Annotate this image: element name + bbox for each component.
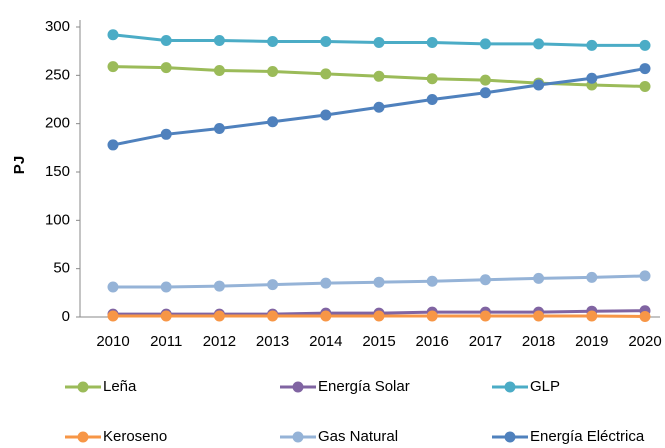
x-tick-label: 2012 <box>203 333 236 350</box>
data-point <box>373 70 385 82</box>
data-point <box>160 62 172 74</box>
data-point <box>213 65 225 76</box>
data-point <box>639 80 651 92</box>
data-point <box>267 65 279 77</box>
legend-marker <box>292 431 304 443</box>
data-point <box>160 310 172 322</box>
data-point <box>426 310 438 322</box>
data-point <box>479 87 491 99</box>
data-point <box>320 277 332 289</box>
data-point <box>639 63 651 75</box>
data-point <box>267 310 279 322</box>
data-point <box>160 128 172 140</box>
data-point <box>107 139 119 151</box>
data-point <box>373 36 385 48</box>
data-point <box>107 310 119 322</box>
data-point <box>639 39 651 51</box>
y-axis-title: PJ <box>11 156 28 174</box>
data-point <box>373 276 385 288</box>
data-point <box>267 116 279 128</box>
data-point <box>586 310 598 322</box>
y-tick-label: 50 <box>53 260 70 277</box>
data-point <box>479 74 491 86</box>
data-point <box>320 310 332 322</box>
data-point <box>426 275 438 287</box>
data-point <box>107 61 119 73</box>
x-tick-label: 2015 <box>362 333 395 350</box>
y-tick-label: 250 <box>45 66 70 83</box>
legend-marker <box>77 381 89 393</box>
data-point <box>639 270 651 282</box>
y-tick-label: 100 <box>45 211 70 228</box>
data-point <box>533 38 545 50</box>
y-tick-label: 300 <box>45 18 70 35</box>
data-point <box>533 310 545 322</box>
data-point <box>639 311 651 323</box>
legend-label: Gas Natural <box>318 428 398 445</box>
data-point <box>320 36 332 47</box>
data-point <box>479 310 491 322</box>
data-point <box>267 36 279 47</box>
data-point <box>479 274 491 286</box>
data-point <box>213 35 225 47</box>
x-tick-label: 2018 <box>522 333 555 350</box>
x-tick-label: 2011 <box>150 333 182 350</box>
data-point <box>479 38 491 50</box>
x-tick-label: 2014 <box>309 333 342 350</box>
data-point <box>107 29 119 41</box>
legend-marker <box>77 431 89 443</box>
data-point <box>320 109 332 121</box>
data-point <box>373 310 385 322</box>
data-point <box>267 279 279 291</box>
legend-marker <box>504 381 516 393</box>
data-point <box>160 35 172 47</box>
data-point <box>373 101 385 113</box>
data-point <box>213 280 225 292</box>
x-tick-label: 2013 <box>256 333 289 350</box>
x-tick-label: 2019 <box>575 333 608 350</box>
legend-marker <box>292 381 304 393</box>
data-point <box>160 281 172 293</box>
legend-marker <box>504 431 516 443</box>
y-tick-label: 150 <box>45 163 70 180</box>
x-tick-label: 2017 <box>469 333 502 350</box>
x-tick-label: 2010 <box>96 333 129 350</box>
data-point <box>426 36 438 48</box>
y-tick-label: 0 <box>62 308 70 325</box>
legend-label: Energía Solar <box>318 378 410 395</box>
data-point <box>213 310 225 322</box>
data-point <box>586 271 598 283</box>
data-point <box>320 68 332 80</box>
legend-label: Energía Eléctrica <box>530 428 645 445</box>
data-point <box>213 123 225 134</box>
data-point <box>426 94 438 105</box>
y-tick-label: 200 <box>45 115 70 132</box>
data-point <box>533 272 545 284</box>
x-tick-label: 2016 <box>416 333 449 350</box>
data-point <box>533 79 545 91</box>
data-point <box>426 73 438 85</box>
x-tick-label: 2020 <box>628 333 661 350</box>
data-point <box>586 72 598 84</box>
legend-label: GLP <box>530 378 560 395</box>
legend-label: Leña <box>103 378 137 395</box>
data-point <box>586 39 598 51</box>
legend-label: Keroseno <box>103 428 167 445</box>
data-point <box>107 281 119 293</box>
